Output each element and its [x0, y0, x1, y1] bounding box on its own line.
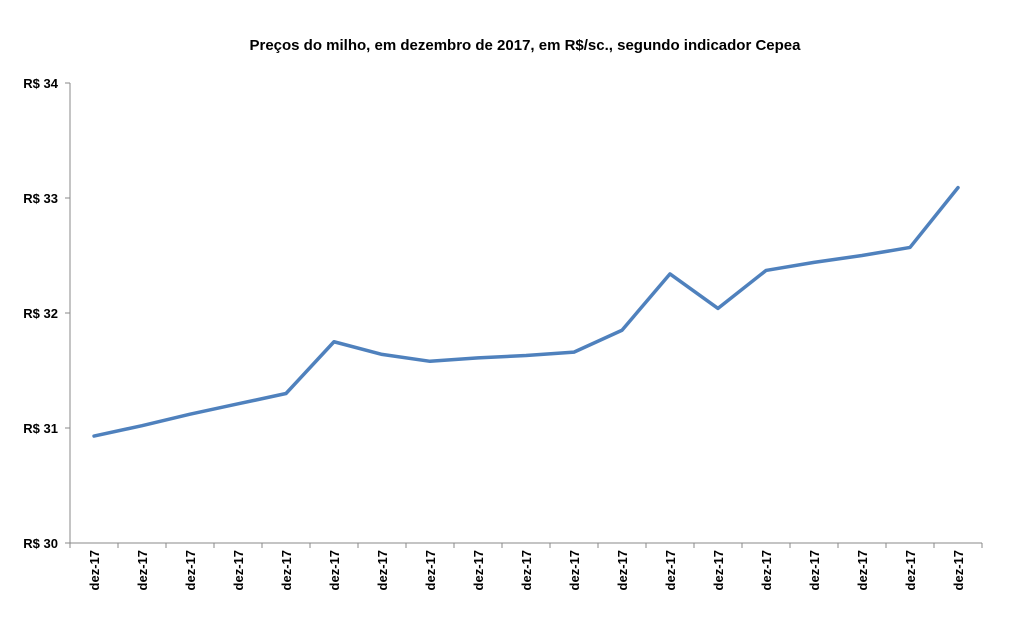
- x-tick-label: dez-17: [423, 550, 438, 590]
- x-tick-label: dez-17: [807, 550, 822, 590]
- x-tick-label: dez-17: [759, 550, 774, 590]
- x-tick-label: dez-17: [471, 550, 486, 590]
- x-tick-label: dez-17: [327, 550, 342, 590]
- y-tick-label: R$ 30: [23, 536, 58, 551]
- x-tick-label: dez-17: [231, 550, 246, 590]
- x-tick-label: dez-17: [567, 550, 582, 590]
- x-tick-label: dez-17: [183, 550, 198, 590]
- y-tick-label: R$ 31: [23, 421, 58, 436]
- x-tick-label: dez-17: [903, 550, 918, 590]
- x-tick-label: dez-17: [663, 550, 678, 590]
- x-tick-label: dez-17: [135, 550, 150, 590]
- y-tick-label: R$ 34: [23, 76, 58, 91]
- x-tick-label: dez-17: [951, 550, 966, 590]
- x-tick-label: dez-17: [375, 550, 390, 590]
- x-tick-label: dez-17: [279, 550, 294, 590]
- x-tick-label: dez-17: [855, 550, 870, 590]
- y-tick-label: R$ 32: [23, 306, 58, 321]
- x-tick-label: dez-17: [87, 550, 102, 590]
- y-tick-label: R$ 33: [23, 191, 58, 206]
- x-tick-label: dez-17: [711, 550, 726, 590]
- series-line: [92, 185, 960, 438]
- x-tick-label: dez-17: [519, 550, 534, 590]
- x-tick-label: dez-17: [615, 550, 630, 590]
- chart-title: Preços do milho, em dezembro de 2017, em…: [249, 37, 801, 54]
